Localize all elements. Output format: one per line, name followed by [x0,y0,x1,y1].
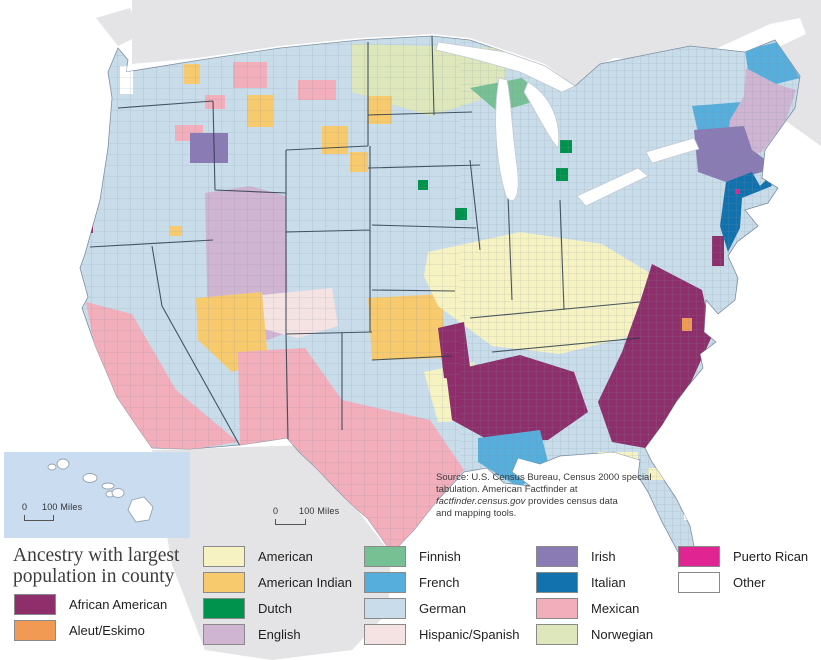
legend-item-american-indian: American Indian [203,572,352,593]
legend-label: Puerto Rican [733,549,809,564]
legend-item-dutch: Dutch [203,598,292,619]
great-lakes [435,41,700,207]
island-maui [111,488,125,498]
hawaiian-islands [47,458,154,523]
source-url: factfinder.census.gov [436,496,526,508]
legend-swatch-norwegian [536,624,578,645]
legend-item-mexican: Mexican [536,598,639,619]
legend-swatch-finnish [364,546,406,567]
canada-landmass [132,0,821,146]
legend-swatch-mexican [536,598,578,619]
legend-swatch-puerto-rican [678,546,720,567]
legend-swatch-american-indian [203,572,245,593]
legend-label: Dutch [258,601,292,616]
legend-label: French [419,575,460,590]
legend-title: Ancestry with largest population in coun… [13,545,180,588]
legend-label: Aleut/Eskimo [69,623,145,638]
source-line-rest: provides census data [525,496,618,508]
legend-swatch-french [364,572,406,593]
state-borders [89,36,641,447]
legend-label: Italian [591,575,626,590]
legend-swatch-african-american [14,594,56,615]
lake-erie [576,167,649,207]
legend-swatch-italian [536,572,578,593]
legend-label: Finnish [419,549,461,564]
island-hawaii [127,496,154,523]
lake-michigan [495,77,519,201]
legend-item-other: Other [678,572,766,593]
legend-label: German [419,601,466,616]
island-oahu [82,473,98,483]
island-kauai [56,458,70,470]
legend-item-aleut-eskimo: Aleut/Eskimo [14,620,145,641]
legend-item-african-american: African American [14,594,167,615]
legend-label: African American [69,597,168,612]
legend-item-finnish: Finnish [364,546,461,567]
legend-item-english: English [203,624,301,645]
legend-label: American Indian [258,575,352,590]
inset-scale-zero: 0 [22,502,28,512]
legend-swatch-hispanic-spanish [364,624,406,645]
hawaii-inset-map: 0 100 Miles [4,452,190,538]
legend-label: Irish [591,549,616,564]
legend-label: Other [733,575,766,590]
inset-scale-bracket [24,515,54,521]
source-line: tabulation. American Factfinder at [436,484,578,496]
legend-item-hispanic-spanish: Hispanic/Spanish [364,624,519,645]
source-line: factfinder.census.gov provides census da… [436,496,661,508]
lake-ontario [645,137,700,164]
lake-superior [435,41,576,93]
inset-scale-label: 100 Miles [42,502,83,512]
legend-swatch-german [364,598,406,619]
legend-label: Norwegian [591,627,654,642]
legend-swatch-irish [536,546,578,567]
legend-item-italian: Italian [536,572,626,593]
scale-label: 100 Miles [299,506,340,516]
vancouver-island [96,8,142,46]
source-line: Source: U.S. Census Bureau, Census 2000 … [436,472,652,483]
source-note: Source: U.S. Census Bureau, Census 2000 … [436,472,661,521]
hawaii-inset-background [4,452,190,538]
legend-item-puerto-rican: Puerto Rican [678,546,808,567]
scale-bracket [275,519,306,525]
lake-huron [523,81,560,149]
hawaii-inset-svg [4,452,190,538]
legend-item-american: American [203,546,313,567]
legend-swatch-dutch [203,598,245,619]
legend-label: American [258,549,313,564]
legend-label: Hispanic/Spanish [419,627,520,642]
legend-swatch-english [203,624,245,645]
island-molokai [101,482,115,490]
legend-swatch-other [678,572,720,593]
island-niihau [47,463,57,471]
legend-item-norwegian: Norwegian [536,624,653,645]
legend-item-irish: Irish [536,546,616,567]
legend-swatch-aleut-eskimo [14,620,56,641]
scale-zero: 0 [273,506,279,516]
legend-label: Mexican [591,601,640,616]
legend-swatch-american [203,546,245,567]
legend-item-german: German [364,598,466,619]
legend-label: English [258,627,301,642]
source-line: and mapping tools. [436,508,517,520]
legend-item-french: French [364,572,459,593]
